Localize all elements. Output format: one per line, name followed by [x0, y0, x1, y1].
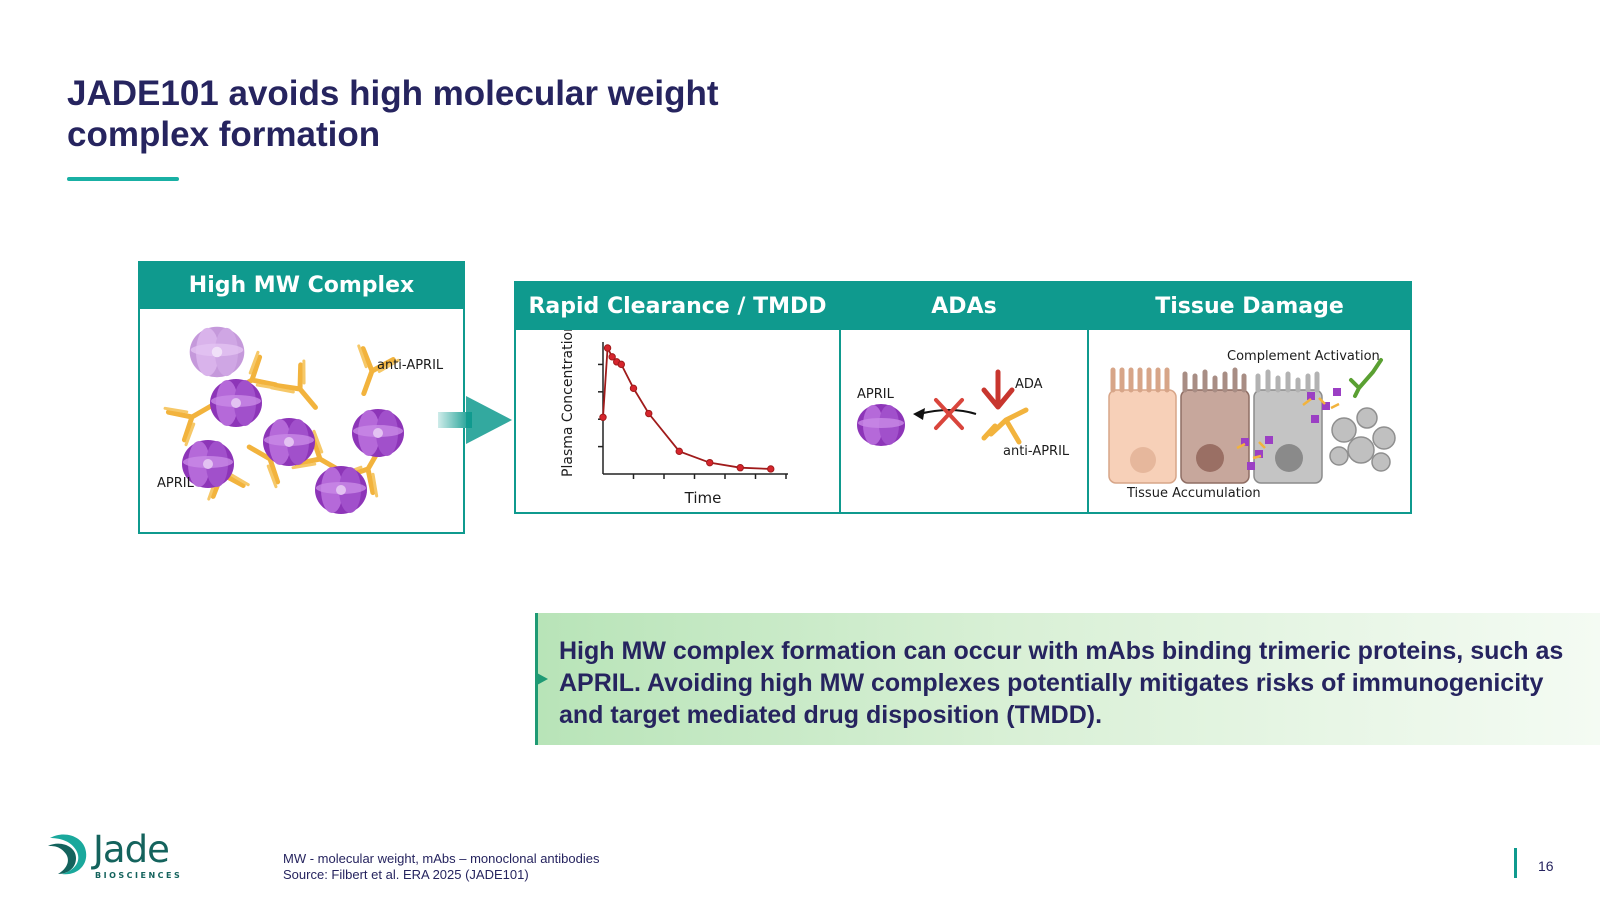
ada-label-april: APRIL [857, 387, 894, 402]
tissue-illustration [1108, 358, 1396, 484]
footnote-line-1: MW - molecular weight, mAbs – monoclonal… [283, 851, 600, 866]
ada-illustration [857, 369, 1029, 446]
jade-logo: Jade BIOSCIENCES [46, 828, 196, 886]
chart-plot-area [599, 344, 775, 473]
slide-title: JADE101 avoids high molecular weight com… [67, 74, 719, 154]
callout-marker-icon [537, 673, 548, 685]
back-arrow-icon [918, 409, 977, 415]
concentration-data-point [617, 360, 626, 369]
concentration-data-point [629, 384, 638, 393]
page-number: 16 [1538, 858, 1554, 874]
cross-icon [934, 398, 964, 430]
right-arrow-icon [438, 396, 512, 444]
plasma-concentration-chart: Plasma Concentration Time [560, 330, 788, 507]
title-underline [67, 177, 179, 181]
label-april: APRIL [157, 476, 194, 491]
page-number-rule [1514, 848, 1517, 878]
ada-antibody-icon [981, 369, 1015, 410]
chart-y-label: Plasma Concentration [560, 330, 576, 477]
concentration-data-point [706, 458, 714, 467]
label-anti-april: anti-APRIL [377, 358, 444, 373]
high-mw-complex-illustration [140, 326, 404, 514]
concentration-data-point [603, 344, 612, 352]
rapid-clearance-header: Rapid Clearance / TMDD [516, 283, 839, 330]
concentration-data-point [675, 447, 683, 456]
concentration-series-line [602, 344, 771, 470]
jade-logo-icon [48, 834, 87, 875]
complement-icon [1349, 358, 1383, 398]
tissue-damage-header: Tissue Damage [1089, 283, 1410, 330]
footnote-line-2: Source: Filbert et al. ERA 2025 (JADE101… [283, 867, 529, 882]
rapid-clearance-column: Rapid Clearance / TMDD Plasma Concentrat… [516, 283, 841, 512]
ada-label-ada: ADA [1015, 377, 1043, 392]
high-mw-complex-header: High MW Complex [140, 263, 463, 309]
concentration-data-point [736, 464, 744, 472]
concentration-data-point [645, 409, 653, 418]
anti-april-antibody-icon [981, 407, 1029, 445]
concentration-data-point [599, 413, 607, 422]
label-tissue-accumulation: Tissue Accumulation [1127, 486, 1261, 501]
chart-axes [598, 342, 788, 479]
concentration-data-point [608, 353, 616, 361]
outcomes-panel: Rapid Clearance / TMDD Plasma Concentrat… [514, 281, 1412, 514]
key-message-callout: High MW complex formation can occur with… [535, 613, 1600, 745]
high-mw-complex-panel: High MW Complex anti- [138, 261, 465, 534]
tissue-damage-column: Tissue Damage [1089, 283, 1410, 512]
footnote: MW - molecular weight, mAbs – monoclonal… [283, 851, 599, 883]
label-complement-activation: Complement Activation [1227, 349, 1380, 364]
logo-subtitle: BIOSCIENCES [95, 871, 183, 880]
logo-wordmark: Jade [93, 828, 170, 871]
ada-label-anti-april: anti-APRIL [1003, 444, 1070, 459]
chart-x-label: Time [684, 489, 722, 507]
adas-column: ADAs APRIL ADA anti-APRIL [841, 283, 1089, 512]
concentration-data-point [767, 465, 775, 473]
adas-header: ADAs [841, 283, 1087, 330]
callout-text: High MW complex formation can occur with… [559, 637, 1564, 729]
